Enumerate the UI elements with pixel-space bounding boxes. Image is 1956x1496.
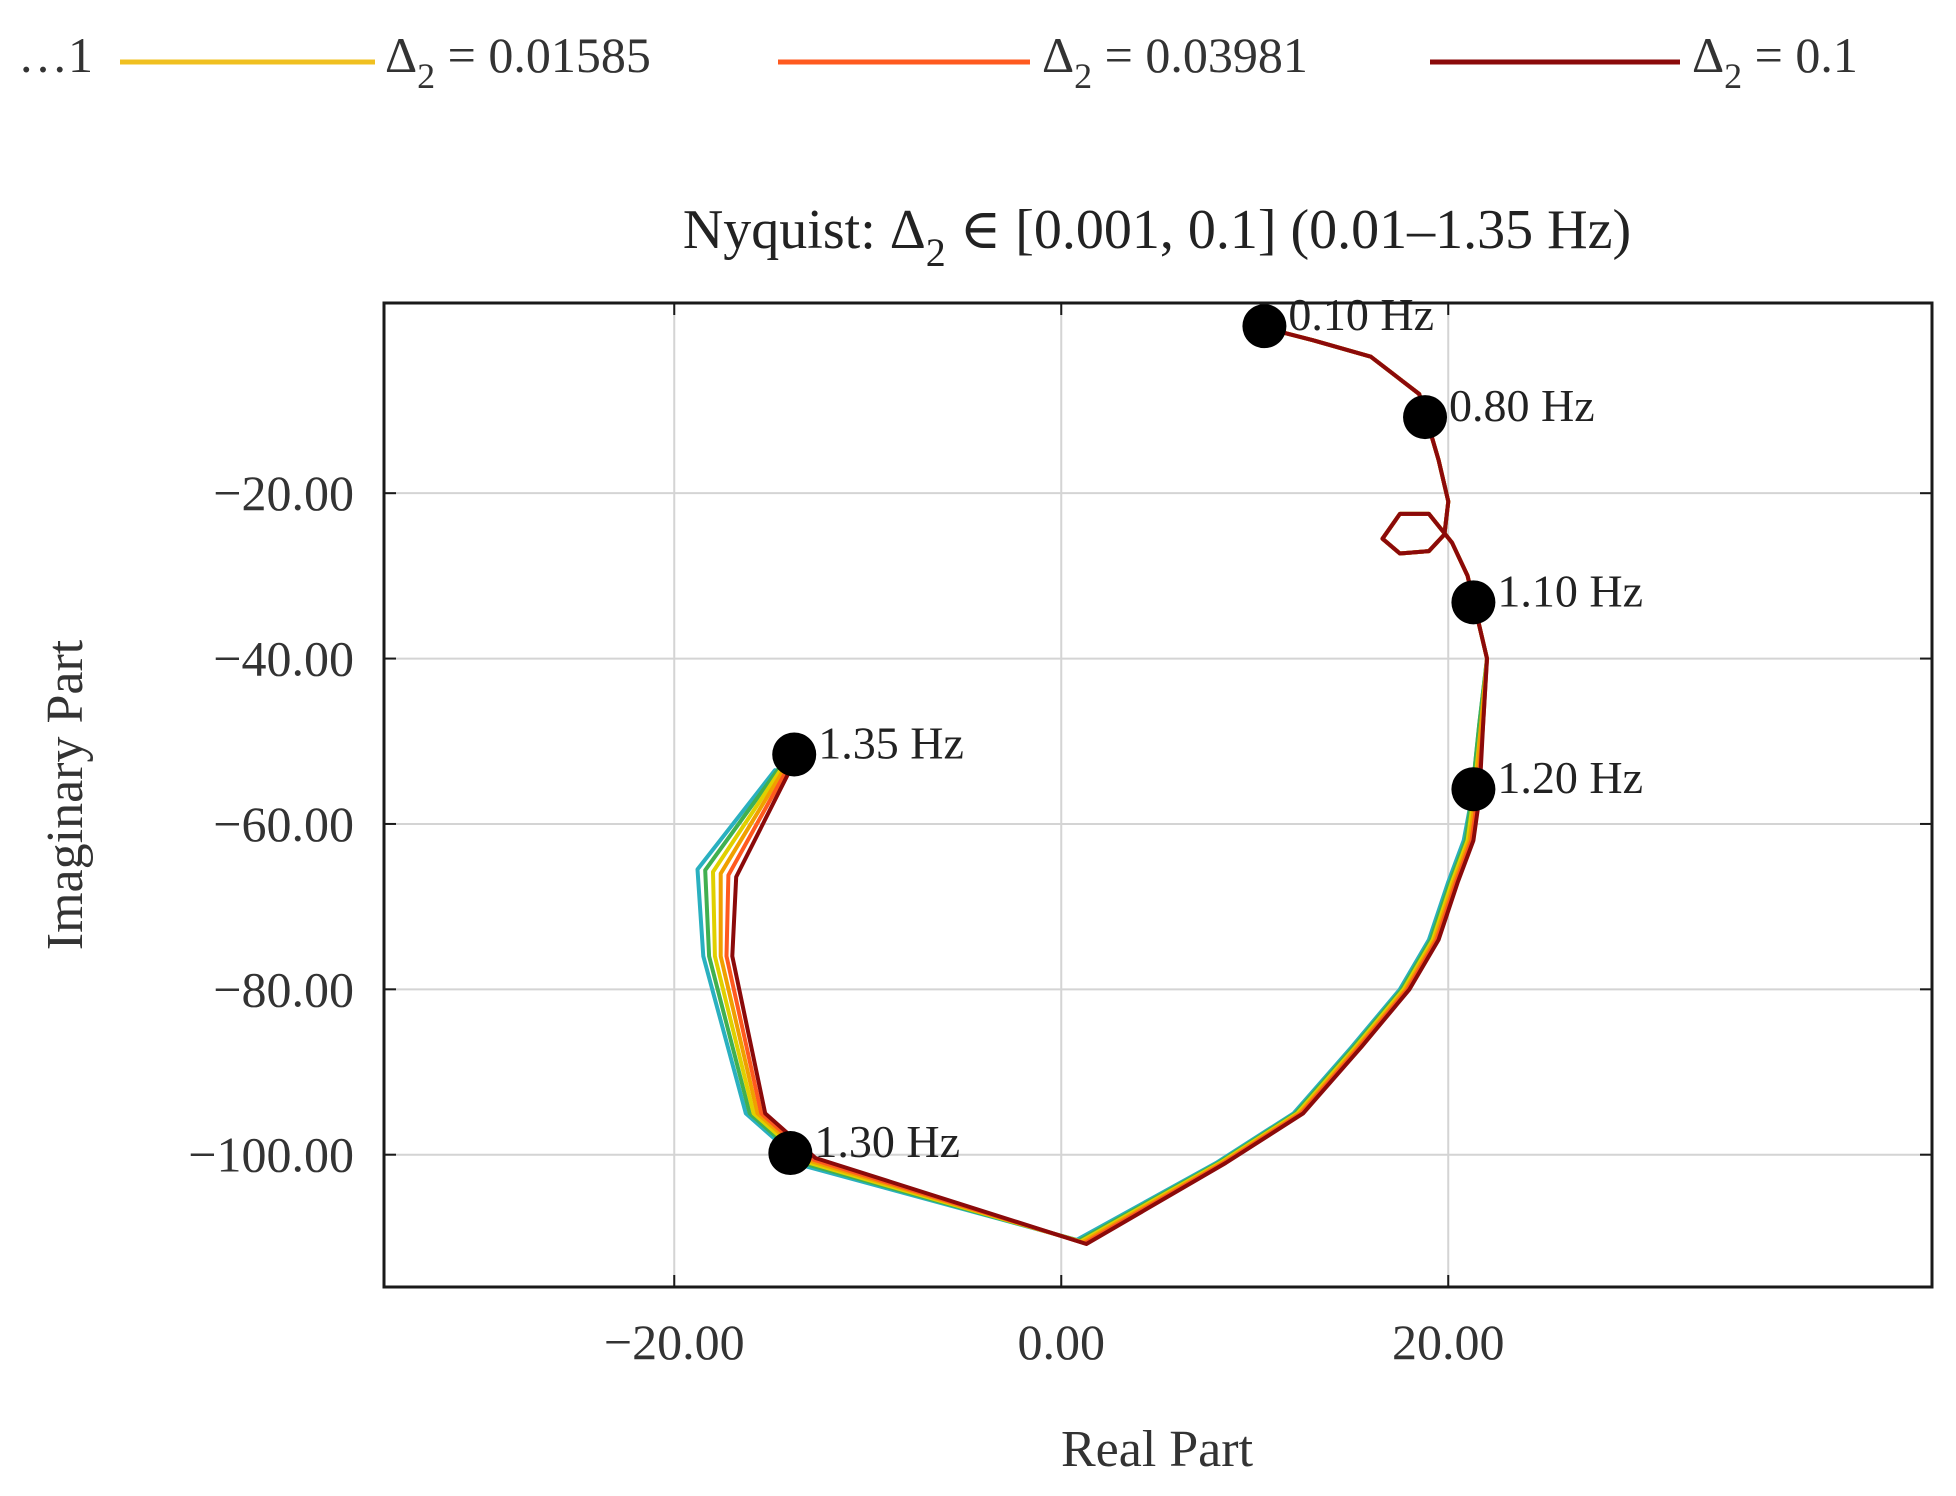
- frequency-marker-label: 1.20 Hz: [1497, 752, 1643, 803]
- tick-layer: −20.00 0.00 20.00 −20.00 −40.00 −60.00 −80.00 −…: [188, 303, 1932, 1370]
- frequency-marker: [1451, 580, 1496, 625]
- frequency-marker-label: 1.10 Hz: [1497, 565, 1643, 616]
- frequency-marker: [1242, 304, 1287, 349]
- frequency-marker-label: 0.80 Hz: [1449, 380, 1595, 431]
- y-tick-label: −100.00: [188, 1127, 354, 1183]
- frequency-marker: [772, 732, 817, 777]
- y-tick-label: −40.00: [213, 631, 354, 687]
- legend-label-0.1: Δ2 = 0.1: [1692, 27, 1858, 96]
- plot-frame: [382, 301, 1934, 1289]
- legend-label-truncated: …1: [18, 27, 93, 83]
- y-axis-title: Imaginary Part: [37, 639, 94, 950]
- x-axis-title: Real Part: [1061, 1421, 1254, 1478]
- frequency-marker: [1451, 767, 1496, 812]
- frequency-marker: [1403, 395, 1448, 440]
- frequency-marker-label: 0.10 Hz: [1288, 289, 1434, 340]
- grid: [384, 303, 1932, 1287]
- series-layer: [695, 325, 1489, 1246]
- legend: …1 Δ2 = 0.01585 Δ2 = 0.03981 Δ2 = 0.1: [18, 27, 1858, 96]
- x-tick-label: 20.00: [1392, 1314, 1505, 1370]
- y-tick-label: −60.00: [213, 796, 354, 852]
- legend-label-0.03981: Δ2 = 0.03981: [1042, 27, 1308, 96]
- plot-area: [384, 303, 1932, 1287]
- series-line-5: [730, 325, 1489, 1246]
- x-tick-label: 0.00: [1018, 1314, 1106, 1370]
- frequency-marker-label: 1.35 Hz: [818, 717, 964, 768]
- legend-label-0.01585: Δ2 = 0.01585: [385, 27, 651, 96]
- chart-title: Nyquist: Δ2 ∈ [0.001, 0.1] (0.01–1.35 Hz…: [683, 199, 1631, 275]
- marker-layer: 0.10 Hz 0.80 Hz 1.10 Hz 1.20 Hz 1.35 Hz 1.30 …: [768, 289, 1643, 1176]
- y-tick-label: −20.00: [213, 465, 354, 521]
- y-tick-label: −80.00: [213, 961, 354, 1017]
- x-tick-label: −20.00: [604, 1314, 745, 1370]
- frequency-marker: [768, 1131, 813, 1176]
- frequency-marker-label: 1.30 Hz: [814, 1116, 960, 1167]
